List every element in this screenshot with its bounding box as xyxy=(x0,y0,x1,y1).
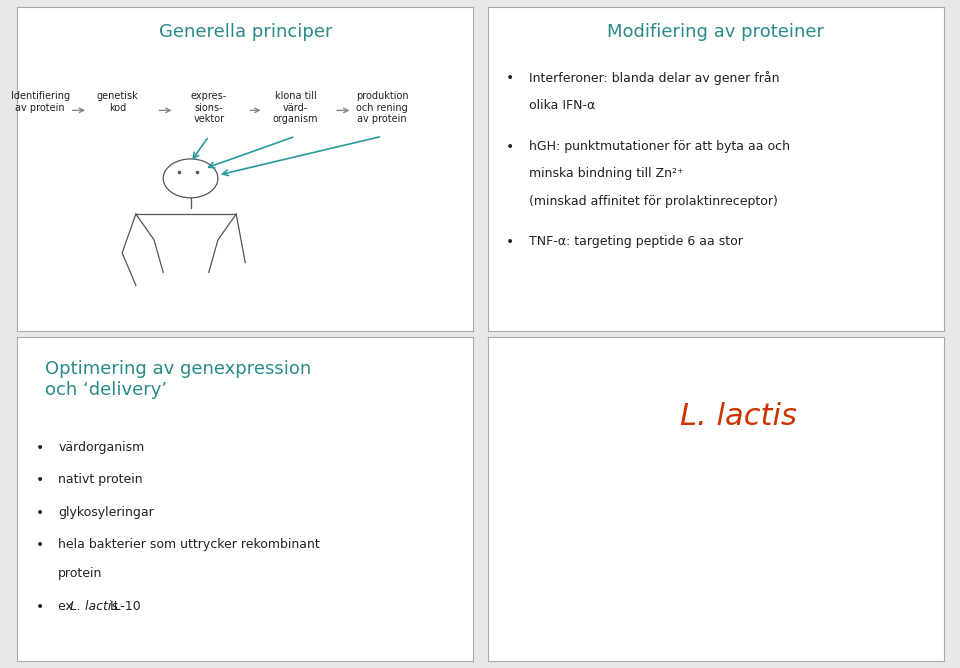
Text: nativt protein: nativt protein xyxy=(59,474,143,486)
Text: Identifiering
av protein: Identifiering av protein xyxy=(11,91,70,112)
Text: •: • xyxy=(36,474,44,488)
Text: •: • xyxy=(36,506,44,520)
Text: Generella principer: Generella principer xyxy=(158,23,332,41)
Text: IL-10: IL-10 xyxy=(107,600,141,613)
Text: •: • xyxy=(36,538,44,552)
Text: genetisk
kod: genetisk kod xyxy=(97,91,138,112)
Text: Interferoner: blanda delar av gener från: Interferoner: blanda delar av gener från xyxy=(529,71,780,86)
Text: Optimering av genexpression
och ‘delivery’: Optimering av genexpression och ‘deliver… xyxy=(44,360,311,399)
Text: •: • xyxy=(36,441,44,455)
Text: protein: protein xyxy=(59,567,103,580)
Text: olika IFN-α: olika IFN-α xyxy=(529,99,595,112)
Text: •: • xyxy=(36,600,44,614)
Text: hGH: punktmutationer för att byta aa och: hGH: punktmutationer för att byta aa och xyxy=(529,140,790,152)
Text: (minskad affinitet för prolaktinreceptor): (minskad affinitet för prolaktinreceptor… xyxy=(529,194,778,208)
Text: värdorganism: värdorganism xyxy=(59,441,145,454)
Text: glykosyleringar: glykosyleringar xyxy=(59,506,154,519)
Text: •: • xyxy=(506,71,515,86)
Text: ex.: ex. xyxy=(59,600,82,613)
Text: hela bakterier som uttrycker rekombinant: hela bakterier som uttrycker rekombinant xyxy=(59,538,320,551)
Text: L. lactis: L. lactis xyxy=(680,402,797,431)
Text: •: • xyxy=(506,235,515,249)
Text: TNF-α: targeting peptide 6 aa stor: TNF-α: targeting peptide 6 aa stor xyxy=(529,235,743,248)
Text: L. lactis: L. lactis xyxy=(70,600,117,613)
Text: minska bindning till Zn²⁺: minska bindning till Zn²⁺ xyxy=(529,167,684,180)
Text: •: • xyxy=(506,140,515,154)
Text: expres-
sions-
vektor: expres- sions- vektor xyxy=(191,91,227,124)
Text: produktion
och rening
av protein: produktion och rening av protein xyxy=(356,91,408,124)
Text: klona till
värd-
organism: klona till värd- organism xyxy=(273,91,318,124)
Text: Modifiering av proteiner: Modifiering av proteiner xyxy=(607,23,825,41)
